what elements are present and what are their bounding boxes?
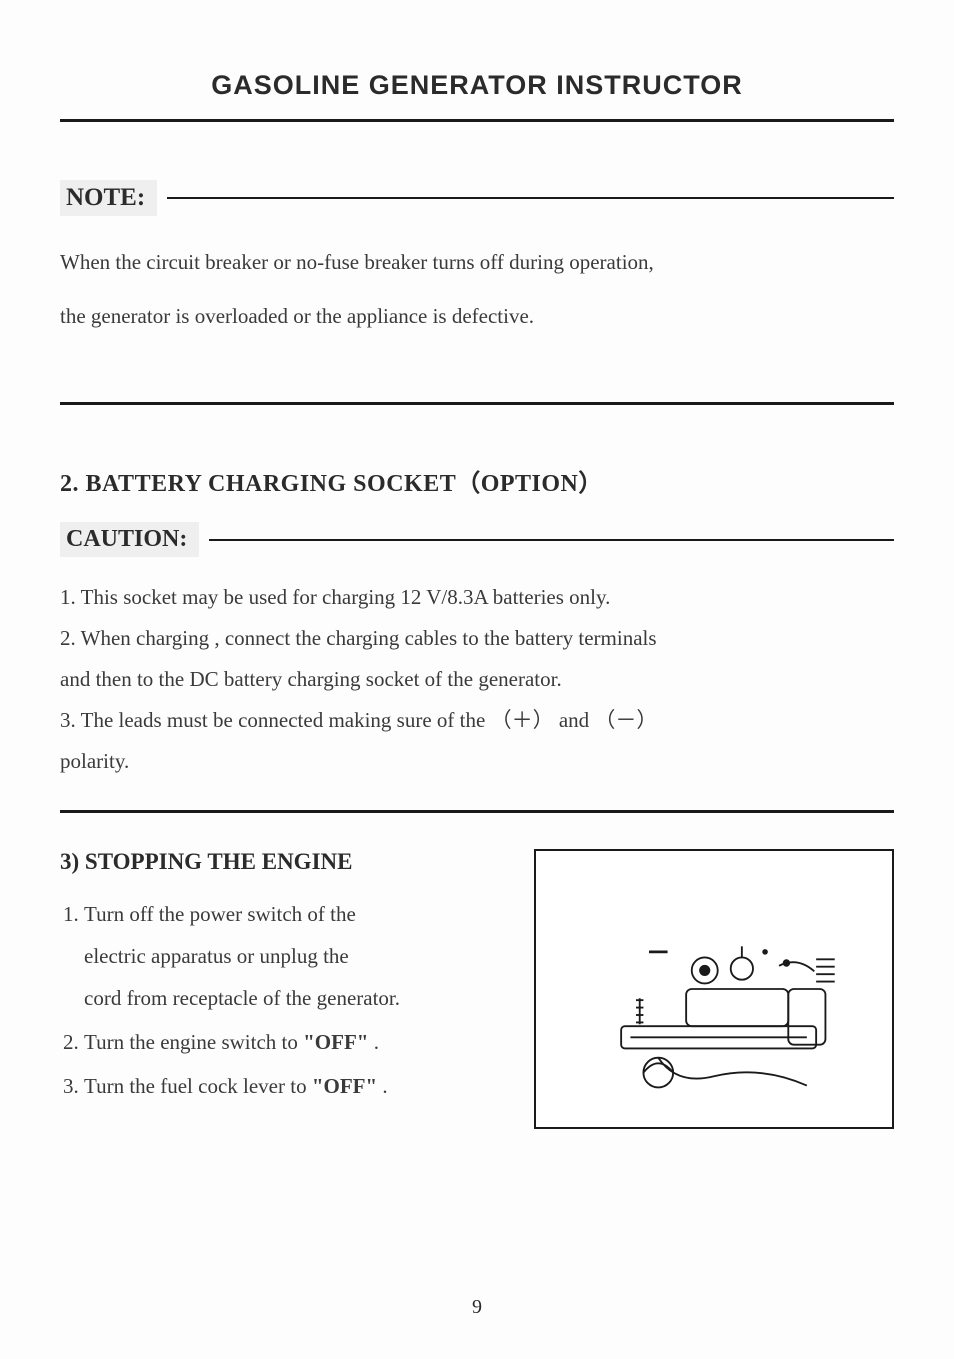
stop-item-1: Turn off the power switch of the electri…	[84, 893, 514, 1019]
divider-rule-1	[60, 402, 894, 405]
caution-label-row: CAUTION:	[60, 522, 894, 557]
engine-figure	[534, 849, 894, 1129]
note-rule	[167, 197, 894, 199]
note-label: NOTE:	[60, 180, 157, 216]
stop-item-2-pre: Turn the engine switch to	[84, 1030, 303, 1054]
note-text-line1: When the circuit breaker or no-fuse brea…	[60, 240, 894, 284]
stop-item-1b: electric apparatus or unplug the	[84, 944, 349, 968]
caution-item-2b: and then to the DC battery charging sock…	[60, 659, 894, 700]
caution-item-2a: 2. When charging , connect the charging …	[60, 618, 894, 659]
page-title: GASOLINE GENERATOR INSTRUCTOR	[60, 70, 894, 122]
caution-rule	[209, 539, 894, 541]
section-3-row: 3) STOPPING THE ENGINE Turn off the powe…	[60, 849, 894, 1129]
section-3-figure-col	[534, 849, 894, 1129]
divider-rule-2	[60, 810, 894, 813]
note-text-line2: the generator is overloaded or the appli…	[60, 294, 894, 338]
stop-item-3-off: "OFF"	[312, 1074, 377, 1098]
stop-engine-list: Turn off the power switch of the electri…	[60, 893, 514, 1107]
stop-item-3-pre: Turn the fuel cock lever to	[84, 1074, 312, 1098]
note-label-row: NOTE:	[60, 180, 894, 216]
page: GASOLINE GENERATOR INSTRUCTOR NOTE: When…	[0, 0, 954, 1359]
section-3-heading: 3) STOPPING THE ENGINE	[60, 849, 514, 875]
stop-item-1c: cord from receptacle of the generator.	[84, 986, 400, 1010]
stop-item-3-post: .	[377, 1074, 388, 1098]
stop-item-2-off: "OFF"	[303, 1030, 368, 1054]
caution-item-3b: polarity.	[60, 741, 894, 782]
stop-item-2-post: .	[368, 1030, 379, 1054]
section-3-text-col: 3) STOPPING THE ENGINE Turn off the powe…	[60, 849, 514, 1109]
caution-label: CAUTION:	[60, 522, 199, 557]
caution-item-1: 1. This socket may be used for charging …	[60, 577, 894, 618]
page-number: 9	[0, 1296, 954, 1319]
engine-illustration-icon	[544, 859, 884, 1119]
stop-item-1a: Turn off the power switch of the	[84, 902, 356, 926]
stop-item-3: Turn the fuel cock lever to "OFF" .	[84, 1065, 514, 1107]
section-2-heading: 2. BATTERY CHARGING SOCKET（OPTION）	[60, 463, 894, 498]
stop-item-2: Turn the engine switch to "OFF" .	[84, 1021, 514, 1063]
caution-item-3a: 3. The leads must be connected making su…	[60, 700, 894, 741]
